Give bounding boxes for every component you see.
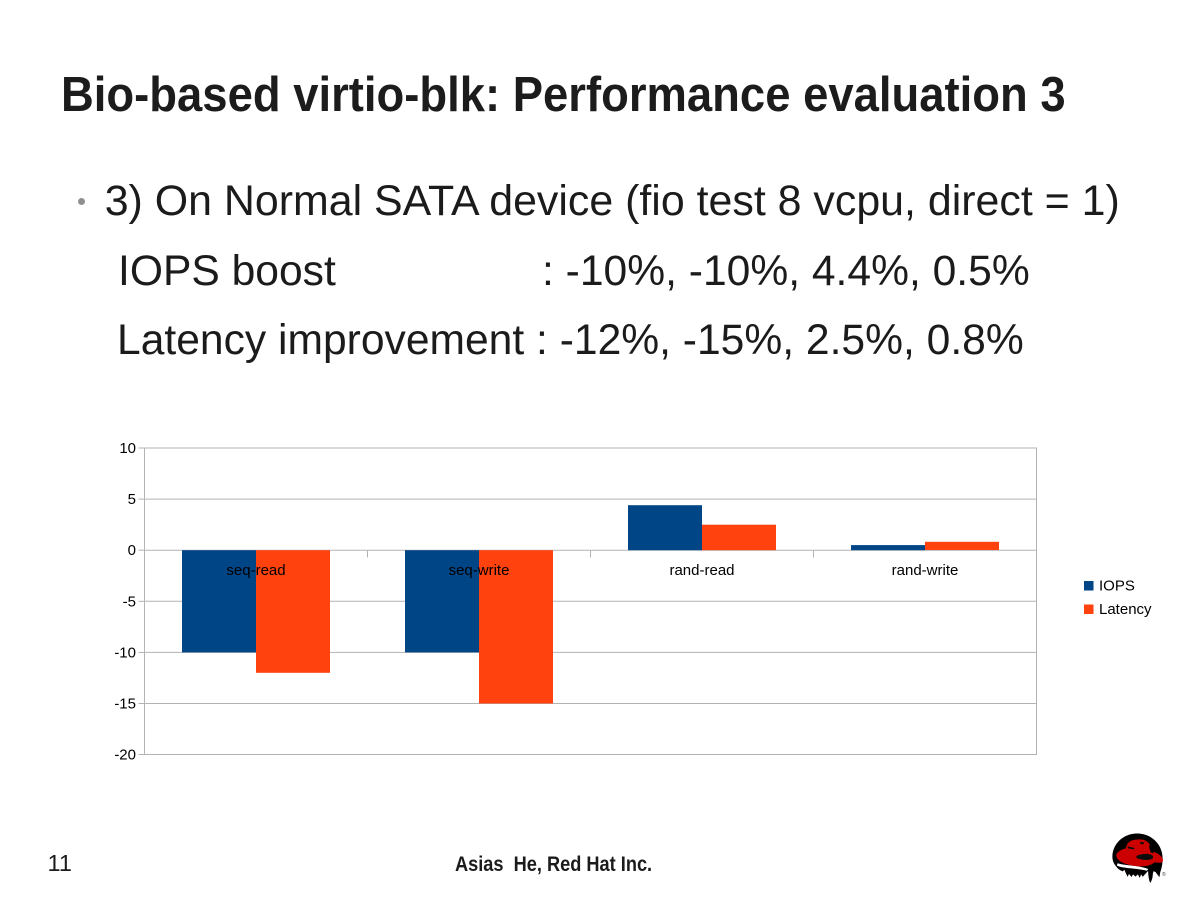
svg-text:-10: -10	[114, 644, 136, 661]
svg-text:seq-write: seq-write	[449, 562, 510, 579]
svg-text:0: 0	[128, 542, 136, 559]
svg-text:-15: -15	[114, 696, 136, 713]
svg-text:®: ®	[1162, 871, 1166, 878]
svg-text:seq-read: seq-read	[226, 562, 285, 579]
svg-text:10: 10	[119, 440, 136, 457]
svg-text:-5: -5	[123, 593, 136, 610]
svg-text:rand-read: rand-read	[669, 562, 734, 579]
svg-text:rand-write: rand-write	[892, 562, 959, 579]
svg-text:-20: -20	[114, 747, 136, 764]
svg-text:Latency: Latency	[1099, 601, 1152, 618]
svg-text:5: 5	[128, 491, 136, 508]
svg-text:IOPS: IOPS	[1099, 578, 1135, 595]
